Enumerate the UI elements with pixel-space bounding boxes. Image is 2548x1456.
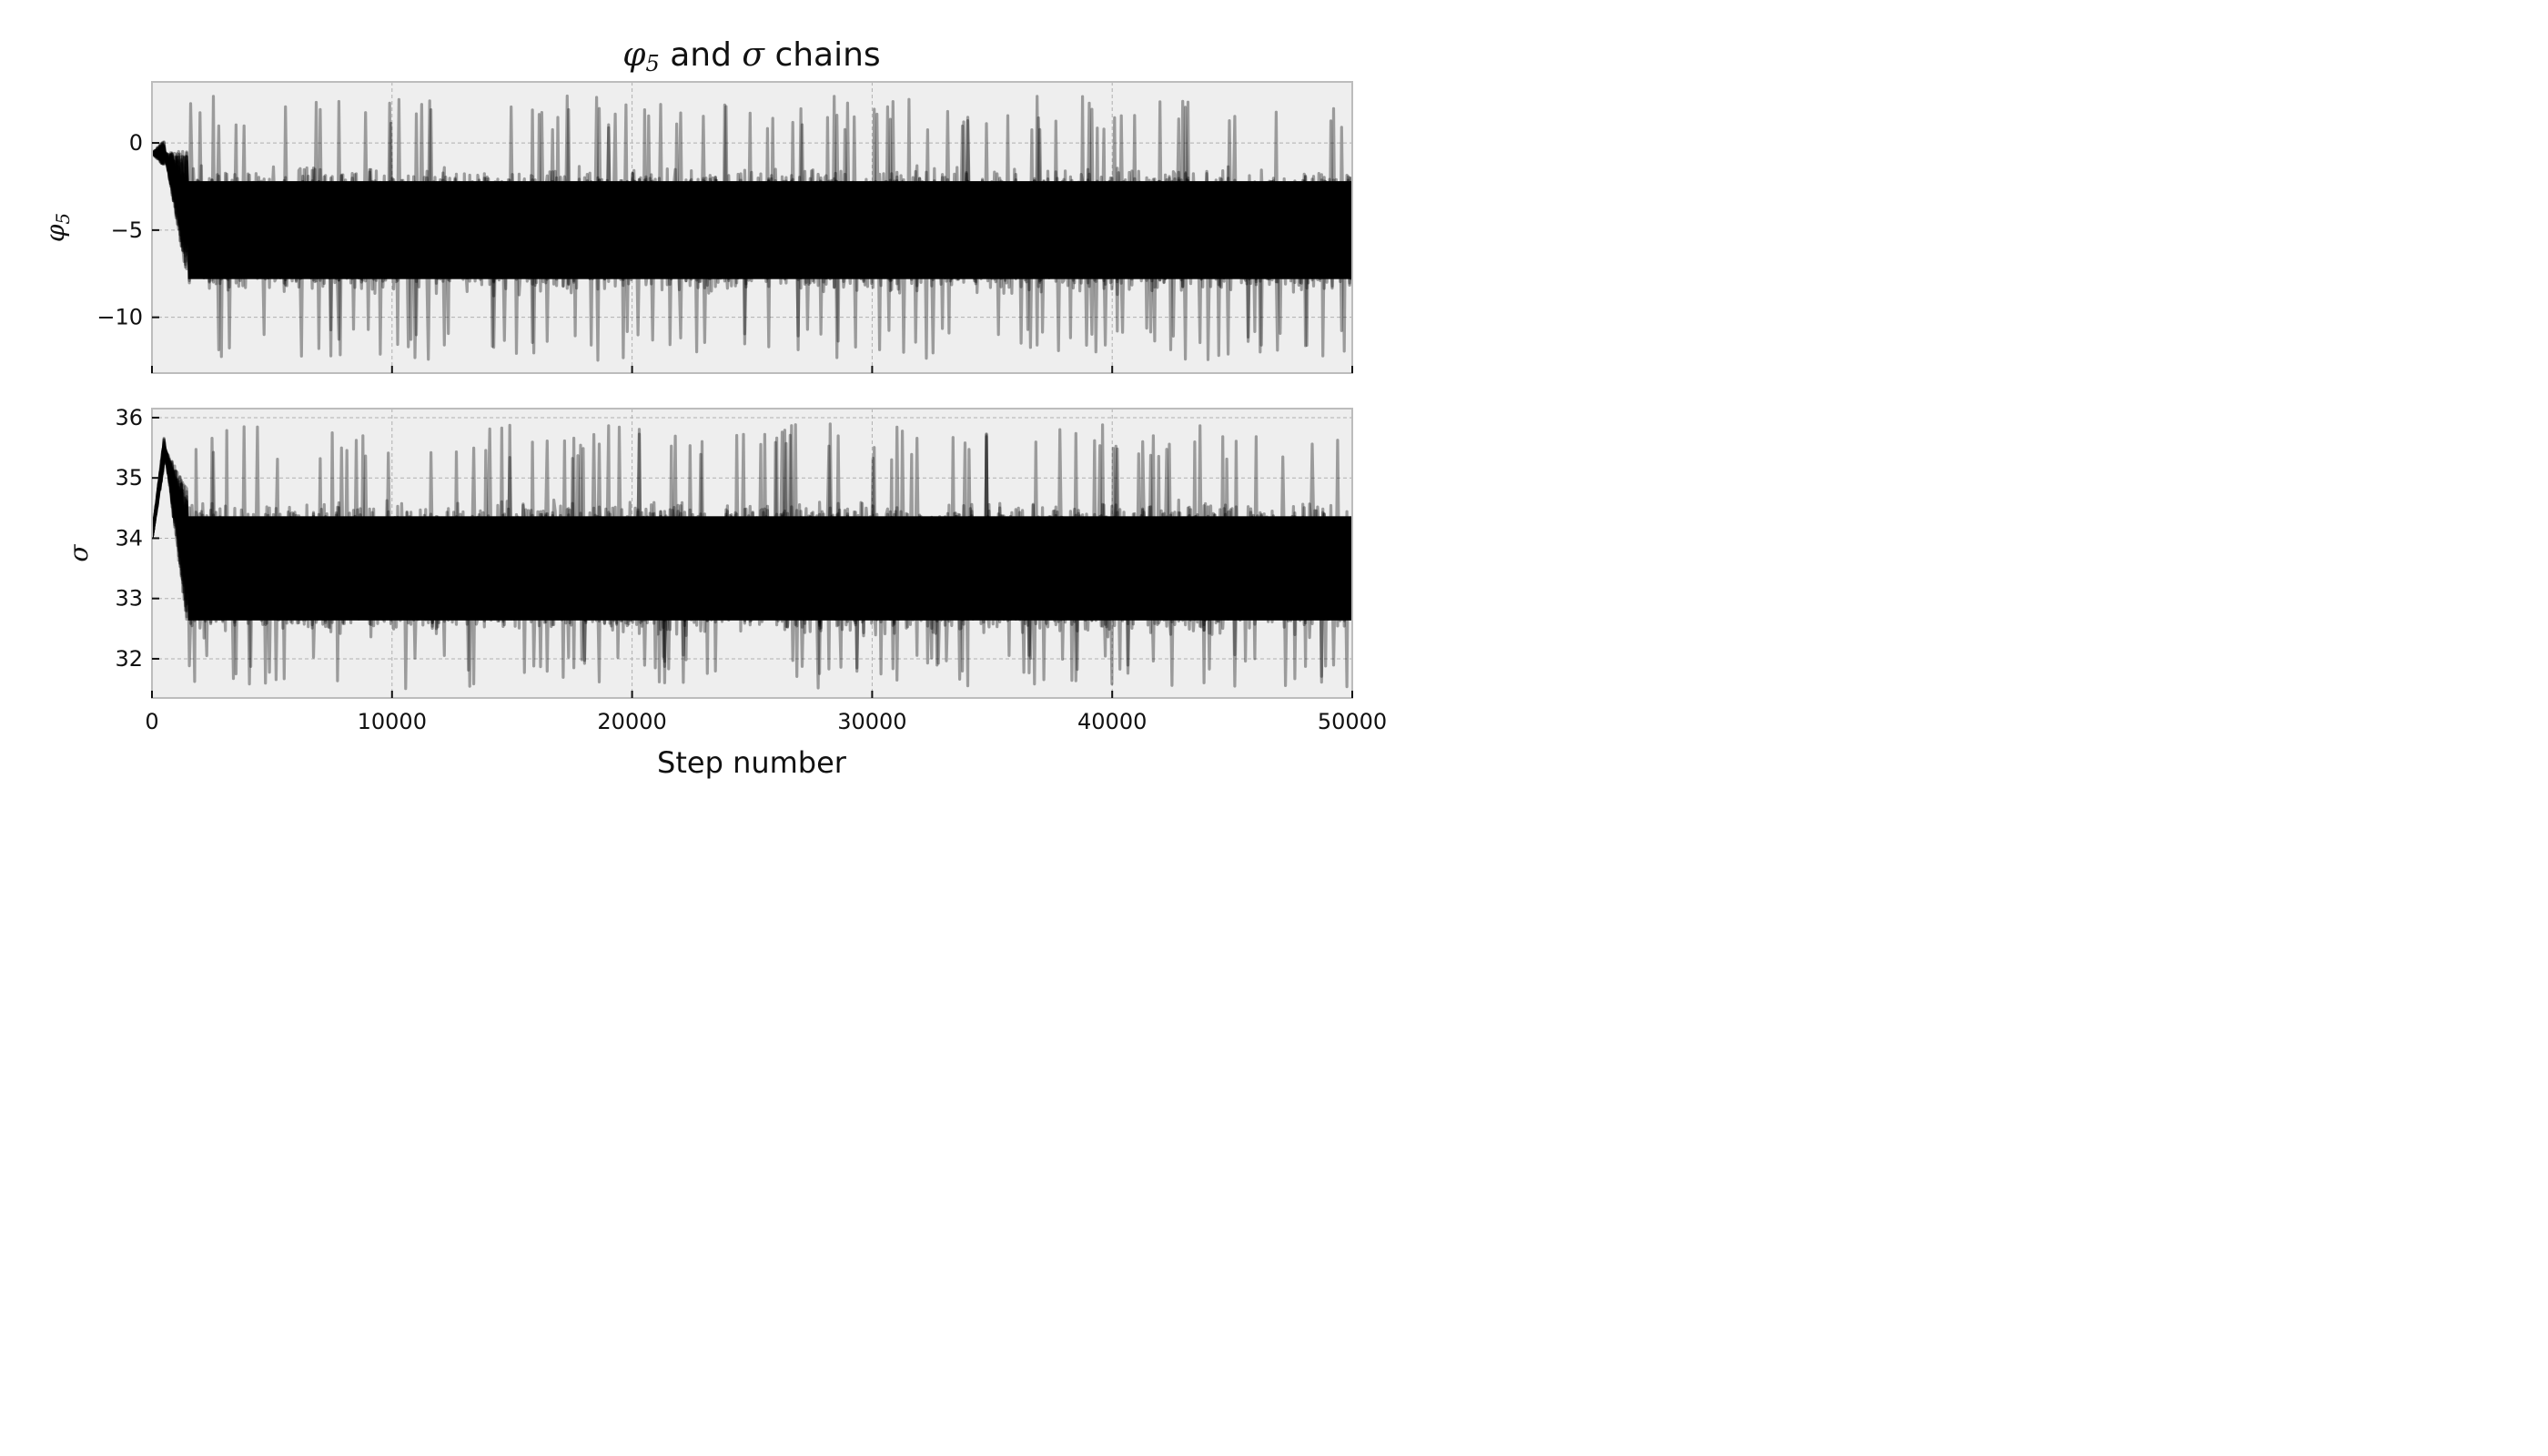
chain-density-core — [187, 516, 1352, 621]
y-tick-label: 35 — [115, 465, 143, 490]
title-joiner: and — [660, 36, 743, 74]
x-axis-label: Step number — [657, 745, 847, 780]
y-axis-label-subscript: 5 — [52, 213, 74, 225]
x-tick-label: 10000 — [358, 709, 427, 734]
y-axis-label: σ — [64, 544, 94, 562]
chain-traces — [152, 422, 1352, 691]
y-tick-label: 36 — [115, 405, 143, 430]
plot-frame — [151, 408, 1353, 699]
y-tick-label: 33 — [115, 586, 143, 612]
chain-traces — [152, 94, 1352, 362]
x-tick-label: 20000 — [597, 709, 666, 734]
y-axis-label-symbol: φ — [40, 224, 70, 242]
title-subscript-a: 5 — [646, 51, 660, 76]
y-tick-label: 34 — [115, 525, 143, 551]
y-tick-label: 0 — [129, 130, 143, 156]
title-symbol-a: φ — [622, 36, 646, 74]
y-tick-label: −5 — [111, 217, 143, 243]
title-symbol-b: σ — [742, 36, 765, 74]
y-axis-label: φ5 — [40, 213, 74, 242]
y-tick-label: −10 — [96, 305, 143, 330]
x-tick-label: 0 — [145, 709, 158, 734]
chain-density-core — [187, 181, 1352, 279]
x-tick-label: 30000 — [837, 709, 906, 734]
phi5-chain-panel: 0 −5 −10 φ5 — [40, 81, 1353, 374]
chart-title: φ5 and σ chains — [622, 36, 880, 76]
sigma-chain-panel: 0 10000 20000 30000 40000 50000 32 33 34 35 36 σ — [64, 405, 1387, 734]
y-axis-label-symbol: σ — [64, 544, 94, 562]
x-tick-label: 50000 — [1318, 709, 1387, 734]
x-tick-label: 40000 — [1077, 709, 1147, 734]
plot-frame — [151, 81, 1353, 374]
title-suffix: chains — [764, 36, 881, 74]
y-tick-label: 32 — [115, 646, 143, 672]
